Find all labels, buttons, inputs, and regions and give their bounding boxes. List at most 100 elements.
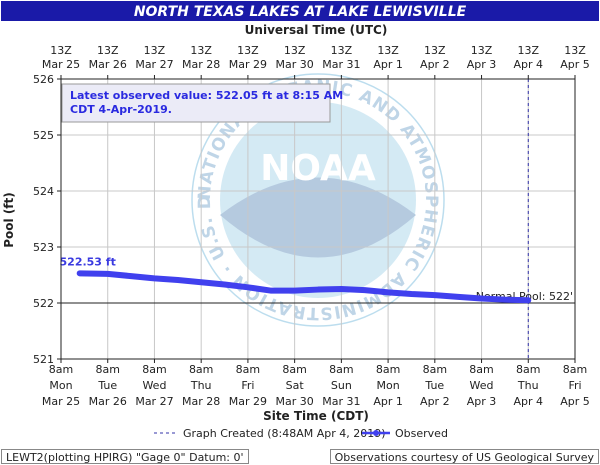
observed-point — [151, 275, 157, 281]
bottom-tick-label: Mon — [49, 379, 72, 392]
observed-point — [432, 292, 438, 298]
bottom-tick-label: Mar 25 — [42, 395, 80, 408]
bottom-tick-label: 8am — [563, 363, 587, 376]
top-tick-label: Apr 2 — [420, 58, 450, 71]
y-tick-label: 525 — [33, 129, 54, 142]
observed-point — [385, 289, 391, 295]
observed-point — [245, 284, 251, 290]
footer-attribution: Observations courtesy of US Geological S… — [329, 449, 599, 464]
observed-point — [315, 287, 321, 293]
bottom-tick-label: Mar 30 — [276, 395, 314, 408]
noaa-gull-icon — [220, 177, 416, 258]
top-tick-label: 13Z — [471, 44, 493, 57]
top-tick-label: 13Z — [190, 44, 212, 57]
observed-point — [105, 271, 111, 277]
bottom-tick-label: 8am — [423, 363, 447, 376]
bottom-tick-label: 8am — [329, 363, 353, 376]
bottom-tick-label: Mar 31 — [322, 395, 360, 408]
observed-point — [175, 277, 181, 283]
top-tick-label: 13Z — [284, 44, 306, 57]
observed-point — [479, 296, 485, 302]
observed-point — [502, 297, 508, 303]
plot-frame — [60, 78, 576, 360]
observed-point — [77, 270, 83, 276]
top-tick-label: 13Z — [50, 44, 72, 57]
top-tick-label: 13Z — [424, 44, 446, 57]
footer-gage-info: LEWT2(plotting HPIRG) "Gage 0" Datum: 0' — [1, 449, 249, 464]
observed-point — [455, 294, 461, 300]
top-tick-label: Mar 27 — [135, 58, 173, 71]
noaa-ring-icon — [191, 73, 445, 327]
observed-point — [338, 286, 344, 292]
axis-ticks: 8am Mon Mar 25 8am Tue Mar 26 8am Wed Mar 27 8am T… — [33, 44, 590, 408]
bottom-tick-label: 8am — [376, 363, 400, 376]
bottom-tick-label: Apr 3 — [467, 395, 497, 408]
top-tick-label: Mar 28 — [182, 58, 220, 71]
bottom-tick-label: 8am — [142, 363, 166, 376]
latest-value-line1: Latest observed value: 522.05 ft at 8:15… — [70, 89, 343, 102]
top-tick-label: Mar 31 — [322, 58, 360, 71]
bottom-tick-label: 8am — [236, 363, 260, 376]
bottom-tick-label: Mar 26 — [89, 395, 127, 408]
y-tick-label: 522 — [33, 297, 54, 310]
top-tick-label: 13Z — [517, 44, 539, 57]
noaa-globe-icon — [220, 102, 416, 298]
bottom-tick-label: Tue — [424, 379, 444, 392]
noaa-logo-text: NOAA — [260, 148, 376, 189]
legend-observed-marker — [373, 430, 379, 436]
observed-point — [292, 288, 298, 294]
y-tick-label: 523 — [33, 241, 54, 254]
bottom-tick-label: Apr 4 — [514, 395, 544, 408]
bottom-tick-label: Apr 5 — [560, 395, 590, 408]
bottom-tick-label: 8am — [469, 363, 493, 376]
latest-value-line2: CDT 4-Apr-2019. — [70, 103, 172, 116]
top-tick-label: Apr 5 — [560, 58, 590, 71]
top-tick-label: Apr 1 — [373, 58, 403, 71]
top-tick-label: 13Z — [144, 44, 166, 57]
top-tick-label: 13Z — [331, 44, 353, 57]
chart-title: NORTH TEXAS LAKES AT LAKE LEWISVILLE — [134, 4, 467, 20]
observed-point — [128, 273, 134, 279]
title-bar — [1, 1, 599, 21]
y-tick-label: 526 — [33, 73, 54, 86]
top-tick-label: Apr 3 — [467, 58, 497, 71]
observed-point — [222, 282, 228, 288]
bottom-axis-title: Site Time (CDT) — [263, 409, 369, 423]
top-axis-title: Universal Time (UTC) — [245, 23, 388, 37]
observed-point — [198, 279, 204, 285]
observed-point — [362, 287, 368, 293]
top-tick-label: 13Z — [97, 44, 119, 57]
top-tick-label: 13Z — [237, 44, 259, 57]
bottom-tick-label: Fri — [241, 379, 254, 392]
bottom-tick-label: 8am — [189, 363, 213, 376]
top-tick-label: 13Z — [377, 44, 399, 57]
bottom-tick-label: 8am — [95, 363, 119, 376]
bottom-tick-label: Tue — [97, 379, 117, 392]
bottom-tick-label: Mon — [376, 379, 399, 392]
top-tick-label: Mar 29 — [229, 58, 267, 71]
top-tick-label: Mar 26 — [89, 58, 127, 71]
bottom-tick-label: Thu — [190, 379, 212, 392]
bottom-tick-label: Wed — [142, 379, 166, 392]
observed-series-line — [76, 270, 532, 304]
bottom-tick-label: Wed — [470, 379, 494, 392]
bottom-tick-label: Apr 2 — [420, 395, 450, 408]
bottom-tick-label: Sat — [286, 379, 305, 392]
legend-created-label: Graph Created (8:48AM Apr 4, 2019) — [183, 427, 386, 440]
bottom-tick-label: Mar 29 — [229, 395, 267, 408]
bottom-tick-label: 8am — [49, 363, 73, 376]
bottom-tick-label: 8am — [282, 363, 306, 376]
top-tick-label: Apr 4 — [514, 58, 544, 71]
top-tick-label: Mar 25 — [42, 58, 80, 71]
observed-point — [408, 291, 414, 297]
bottom-tick-label: Apr 1 — [373, 395, 403, 408]
observed-point — [525, 297, 531, 303]
top-tick-label: Mar 30 — [276, 58, 314, 71]
bottom-tick-label: Mar 28 — [182, 395, 220, 408]
bottom-tick-label: 8am — [516, 363, 540, 376]
latest-value-box — [61, 83, 331, 123]
y-tick-label: 524 — [33, 185, 54, 198]
first-value-label: 522.53 ft — [60, 255, 116, 268]
top-tick-label: 13Z — [564, 44, 586, 57]
